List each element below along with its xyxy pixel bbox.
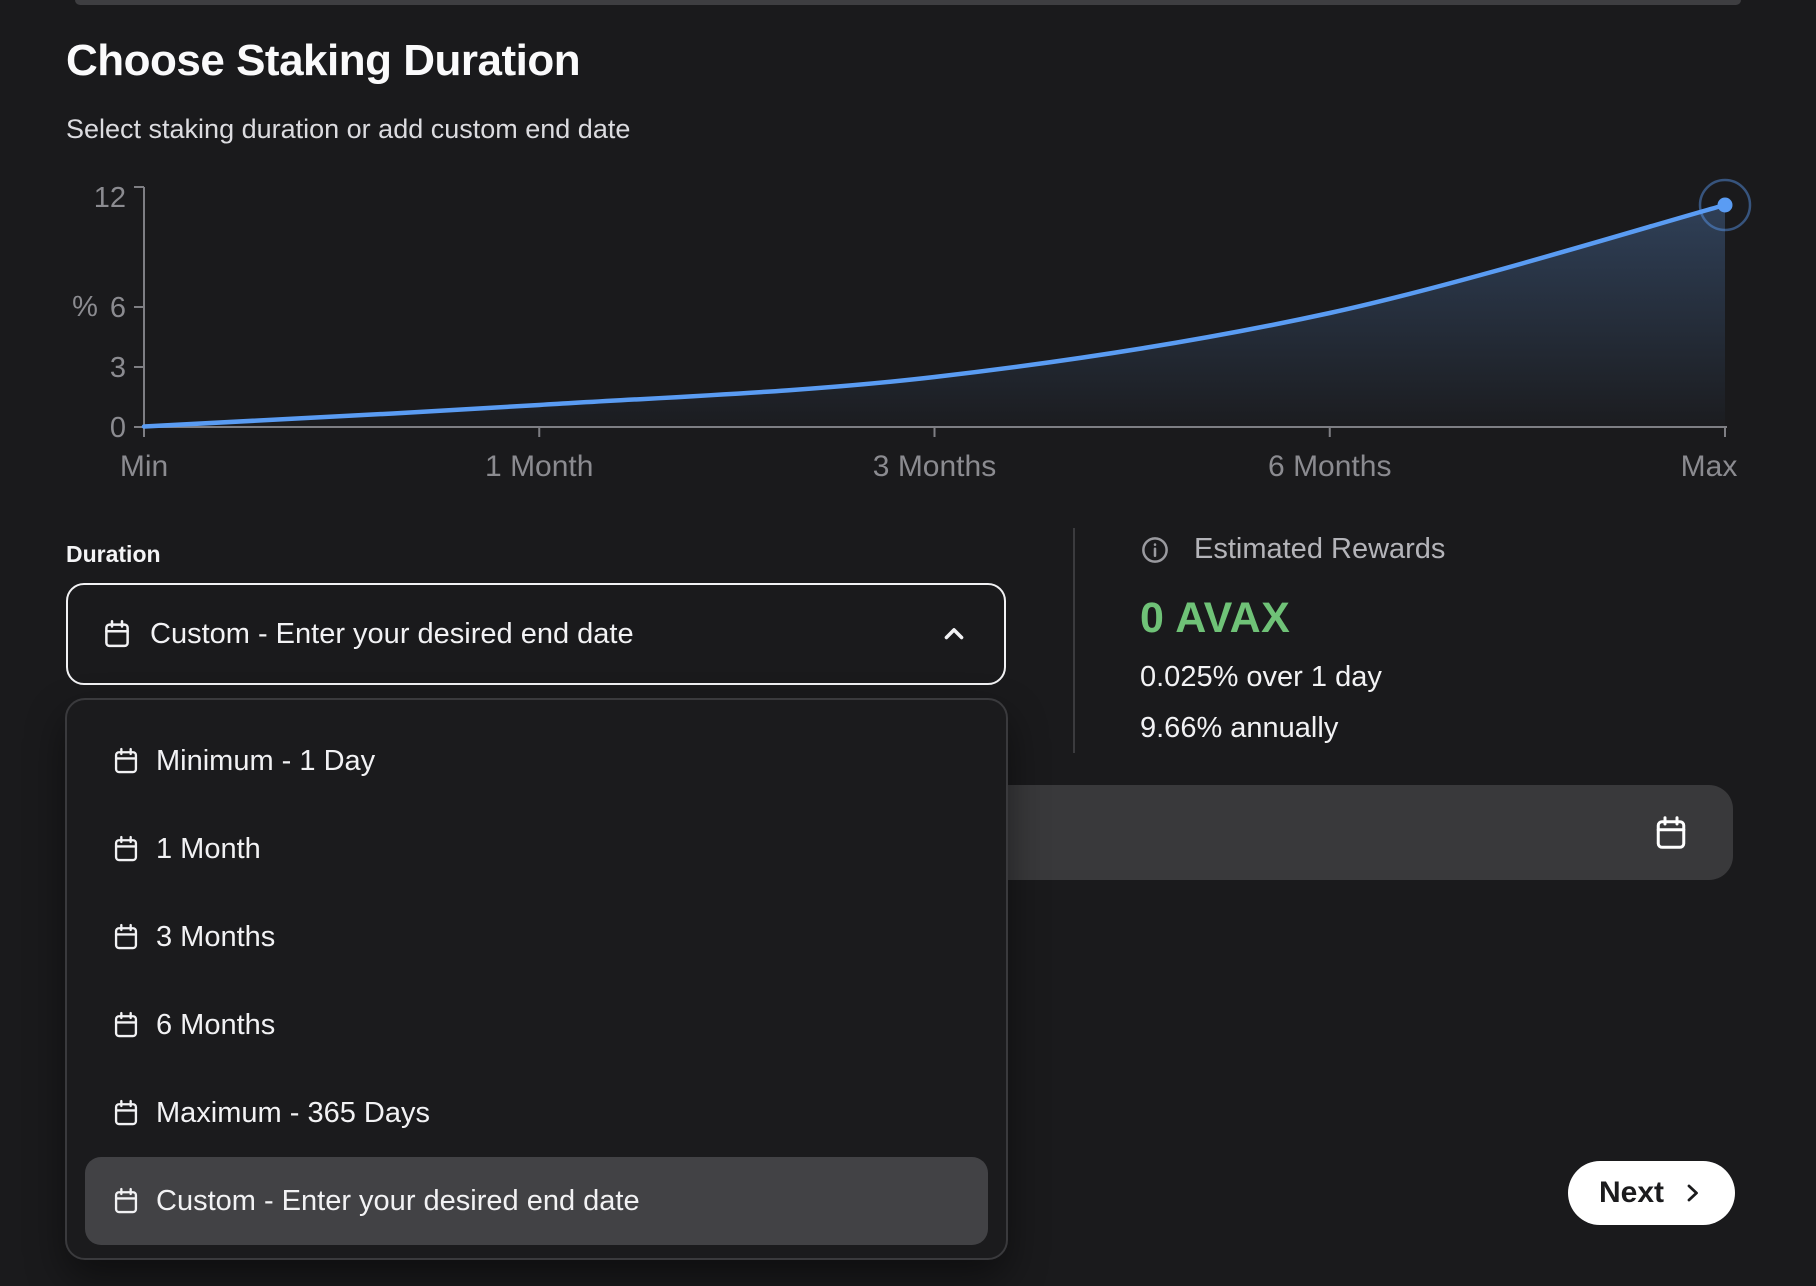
duration-field-label: Duration: [66, 541, 161, 567]
y-tick-label: 3: [110, 352, 126, 384]
x-tick-label: Min: [120, 450, 168, 483]
menu-item-label: Custom - Enter your desired end date: [156, 1184, 640, 1217]
chevron-right-icon: [1680, 1181, 1704, 1205]
rewards-divider: [1073, 528, 1075, 753]
estimated-rewards-header: Estimated Rewards: [1140, 533, 1445, 566]
estimated-rewards-title: Estimated Rewards: [1194, 533, 1446, 565]
chart-reward-curve: [141, 202, 1728, 429]
x-tick-label: 3 Months: [873, 450, 996, 483]
menu-item-3-months[interactable]: 3 Months: [85, 893, 988, 981]
chart-area-fill: [144, 205, 1725, 427]
menu-item-label: 3 Months: [156, 920, 276, 953]
page-subtitle: Select staking duration or add custom en…: [66, 114, 631, 144]
calendar-icon: [112, 1099, 140, 1127]
x-tick-label: 6 Months: [1268, 450, 1391, 483]
next-button[interactable]: Next: [1568, 1161, 1735, 1225]
y-tick-label: 12: [94, 182, 126, 214]
page-title: Choose Staking Duration: [66, 36, 581, 85]
duration-reward-chart: 0 3 6 12% Min 1 Month 3 Months 6 Months Max: [72, 178, 1752, 483]
menu-item-custom-end-date[interactable]: Custom - Enter your desired end date: [85, 1157, 988, 1245]
rewards-annual-rate: 9.66% annually: [1140, 712, 1339, 744]
calendar-icon: [112, 747, 140, 775]
top-card-edge: [75, 0, 1741, 5]
y-axis-unit-label: %: [72, 291, 98, 323]
next-button-label: Next: [1598, 1176, 1665, 1209]
menu-item-maximum-365-days[interactable]: Maximum - 365 Days: [85, 1069, 988, 1157]
rewards-amount: 0 AVAX: [1140, 594, 1291, 642]
chevron-up-icon: [940, 620, 968, 648]
chart-axes: 0 3 6 12% Min 1 Month 3 Months 6 Months Max: [72, 182, 1737, 483]
calendar-icon: [102, 619, 132, 649]
menu-item-label: Minimum - 1 Day: [156, 744, 376, 777]
info-icon[interactable]: [1140, 535, 1170, 565]
menu-item-minimum-1-day[interactable]: Minimum - 1 Day: [85, 717, 988, 805]
rewards-period-rate: 0.025% over 1 day: [1140, 661, 1382, 693]
duration-dropdown-selected-label: Custom - Enter your desired end date: [150, 617, 634, 650]
chart-endpoint-handle[interactable]: [1698, 178, 1752, 232]
x-tick-label: Max: [1681, 450, 1738, 483]
calendar-icon: [112, 923, 140, 951]
menu-item-label: 1 Month: [156, 832, 261, 865]
x-tick-label: 1 Month: [485, 450, 593, 483]
menu-item-1-month[interactable]: 1 Month: [85, 805, 988, 893]
duration-dropdown-menu: Minimum - 1 Day 1 Month 3 Months 6 Month…: [65, 698, 1008, 1260]
calendar-icon: [112, 1187, 140, 1215]
calendar-icon: [112, 1011, 140, 1039]
menu-item-6-months[interactable]: 6 Months: [85, 981, 988, 1069]
menu-item-label: 6 Months: [156, 1008, 276, 1041]
menu-item-label: Maximum - 365 Days: [156, 1096, 430, 1129]
y-tick-label: 0: [110, 412, 126, 444]
calendar-icon[interactable]: [1653, 815, 1689, 851]
calendar-icon: [112, 835, 140, 863]
y-tick-label: 6: [110, 292, 126, 324]
duration-dropdown-trigger[interactable]: Custom - Enter your desired end date: [66, 583, 1006, 685]
